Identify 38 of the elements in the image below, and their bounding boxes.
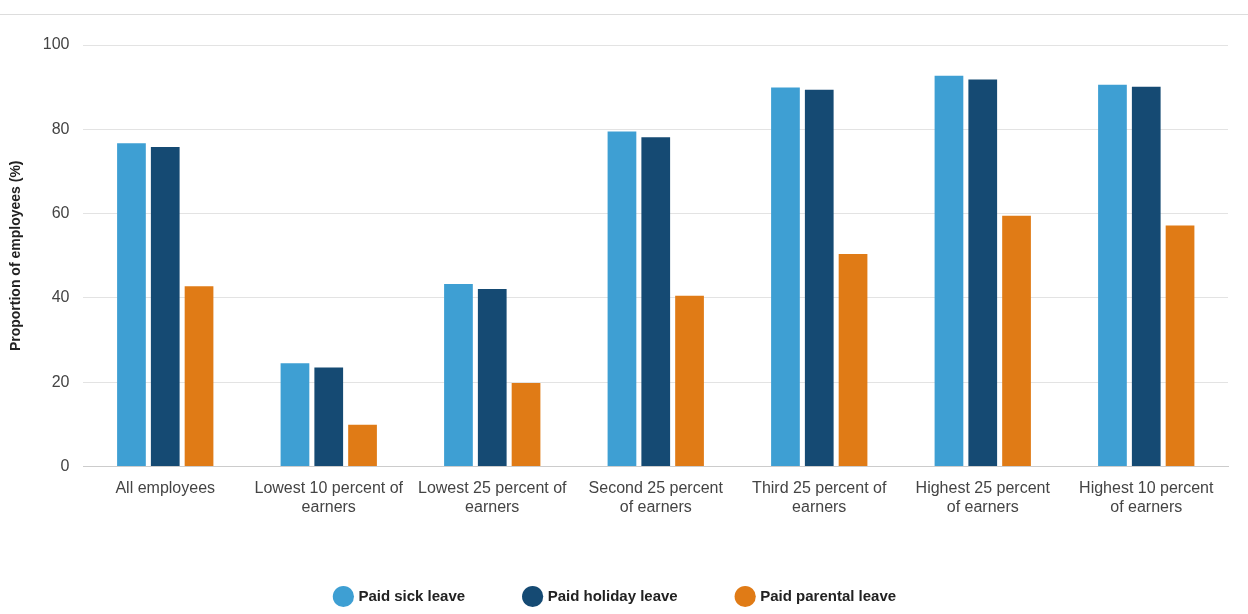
y-tick-label: 0 [60, 457, 70, 475]
legend-label: Paid parental leave [760, 586, 897, 604]
x-tick-label: Lowest 10 percent of earners [254, 478, 404, 515]
bar [1098, 84, 1127, 467]
bar [838, 254, 868, 467]
y-tick-label: 80 [51, 119, 70, 137]
bar [675, 295, 704, 467]
bar [804, 89, 834, 467]
bar [607, 131, 637, 467]
bar [444, 284, 473, 467]
x-tick-label: Highest 25 percent of earners [915, 478, 1051, 515]
bar [117, 143, 146, 467]
bar [184, 286, 214, 467]
legend-label: Paid holiday leave [547, 586, 678, 604]
bar [1131, 86, 1161, 467]
bar [348, 424, 377, 467]
bar [934, 75, 964, 467]
bar [968, 79, 998, 467]
bar [771, 87, 800, 467]
bar [314, 367, 344, 467]
y-tick-label: 60 [51, 204, 70, 222]
bar [1002, 215, 1031, 467]
bar [477, 289, 507, 467]
legend-label: Paid sick leave [358, 586, 466, 604]
x-tick-label: Highest 10 percent of earners [1079, 478, 1214, 515]
y-tick-label: 100 [42, 35, 70, 53]
bar [280, 363, 310, 467]
bar [1165, 225, 1195, 467]
bar [150, 147, 180, 467]
bar [641, 137, 671, 467]
y-tick-label: 40 [51, 288, 70, 306]
x-tick-label: Third 25 percent of earners [752, 478, 887, 515]
x-tick-label: Lowest 25 percent of earners [417, 478, 568, 515]
y-tick-label: 20 [51, 372, 70, 390]
bar [511, 383, 541, 467]
y-axis-title: Proportion of employees (%) [7, 160, 24, 352]
x-tick-label: Second 25 percent of earners [588, 478, 724, 515]
x-tick-label: All employees [115, 478, 216, 496]
